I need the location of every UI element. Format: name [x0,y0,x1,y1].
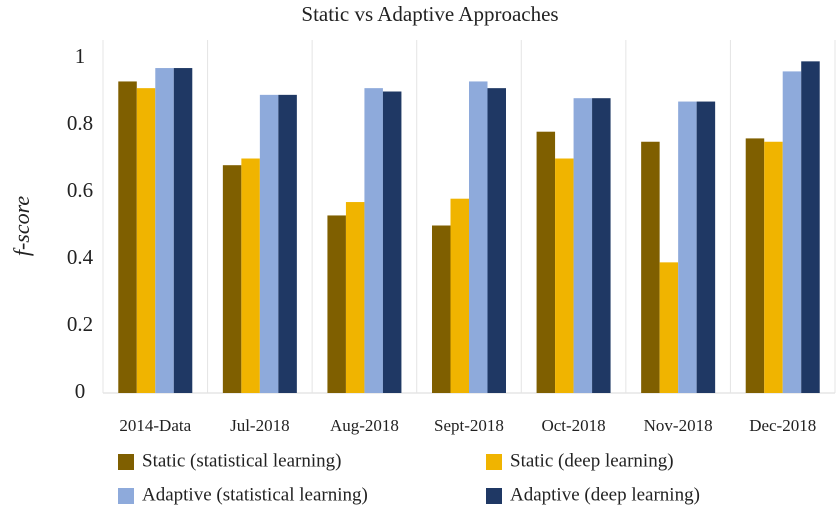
bar [469,81,488,393]
x-tick-label: Dec-2018 [749,416,816,435]
bar [536,131,556,393]
legend-label: Static (statistical learning) [142,450,341,471]
bar [327,215,346,393]
bar [155,68,174,394]
legend-label: Static (deep learning) [510,450,674,471]
x-tick-label: Oct-2018 [541,416,605,435]
bar [118,81,137,393]
bar [136,88,156,394]
bar [450,198,469,393]
bar [573,98,593,393]
bar [764,141,783,393]
bar [782,71,802,394]
y-tick-label: 0.8 [67,111,93,135]
x-tick-label: 2014-Data [119,416,191,435]
bar [641,141,660,393]
bar [592,98,611,393]
bar [745,138,765,393]
bar [659,262,679,393]
bar [173,68,193,394]
bar [432,225,451,393]
bar [259,94,279,393]
legend-swatch [118,454,134,470]
legend-label: Adaptive (statistical learning) [142,484,368,505]
bar [696,101,716,394]
bar [801,61,820,393]
bar [222,165,242,393]
y-tick-label: 0.6 [67,178,93,202]
bar [241,158,260,393]
x-tick-label: Nov-2018 [644,416,713,435]
y-axis-label: f-score [9,196,34,257]
bar [345,202,365,393]
y-tick-label: 0 [75,379,86,403]
legend-label: Adaptive (deep learning) [510,484,700,505]
x-tick-label: Sept-2018 [434,416,504,435]
y-tick-label: 1 [75,44,86,68]
legend-swatch [118,488,134,504]
x-tick-label: Aug-2018 [330,416,399,435]
bar [678,101,697,394]
legend-swatch [486,488,502,504]
legend-swatch [486,454,502,470]
chart-title: Static vs Adaptive Approaches [301,2,558,26]
y-tick-label: 0.4 [67,245,94,269]
bar [278,94,297,393]
x-tick-label: Jul-2018 [230,416,290,435]
y-tick-label: 0.2 [67,312,93,336]
bar [364,88,383,394]
bar [382,91,402,393]
bar [555,158,574,393]
bar [487,88,506,394]
